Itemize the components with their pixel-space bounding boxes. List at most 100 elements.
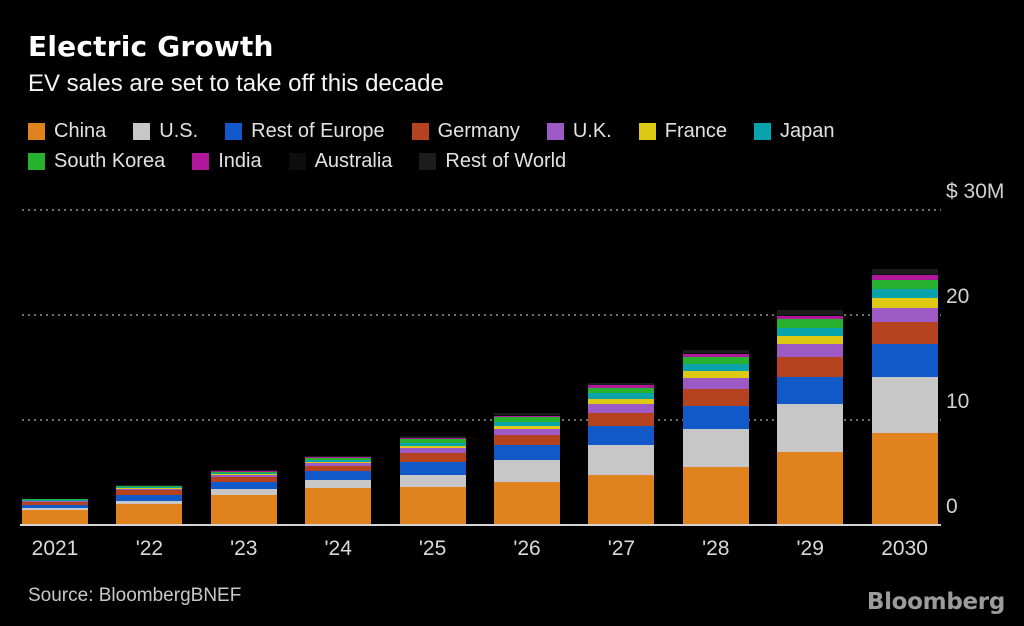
bar-segment-u-k bbox=[22, 501, 88, 503]
legend-item-china: China bbox=[28, 120, 106, 143]
bar-segment-india bbox=[305, 456, 372, 459]
bar-segment-u-s bbox=[210, 488, 277, 495]
legend-row-1: China U.S. Rest of Europe Germany U.K. France… bbox=[28, 120, 988, 143]
legend-item-australia: Australia bbox=[288, 150, 392, 173]
bar-27 bbox=[588, 382, 655, 525]
bar-segment-india bbox=[399, 437, 466, 440]
bar-segment-india bbox=[588, 385, 655, 389]
legend-item-india: India bbox=[192, 150, 262, 173]
legend-item-rest-of-europe: Rest of Europe bbox=[225, 120, 385, 143]
x-axis-label-23: '23 bbox=[230, 537, 258, 560]
bar-segment-australia bbox=[777, 314, 844, 316]
bar-segment-u-s bbox=[399, 474, 466, 488]
bar-segment-australia bbox=[871, 273, 938, 276]
bar-segment-germany bbox=[588, 412, 655, 427]
bar-segment-south-korea bbox=[588, 388, 655, 394]
bar-segment-china bbox=[871, 432, 938, 525]
bar-segment-india bbox=[494, 415, 560, 418]
legend-swatch-u-s bbox=[133, 123, 151, 140]
bar-segment-south-korea bbox=[22, 499, 88, 501]
legend-item-japan: Japan bbox=[754, 120, 835, 143]
legend-swatch-china bbox=[28, 123, 45, 140]
bar-segment-australia bbox=[494, 415, 560, 416]
bar-segment-japan bbox=[871, 289, 938, 299]
bar-segment-u-s bbox=[494, 459, 560, 482]
y-axis-label-30: $ 30M bbox=[946, 180, 1005, 203]
bar-segment-south-korea bbox=[210, 471, 277, 473]
bar-segment-germany bbox=[871, 322, 938, 345]
bar-segment-india bbox=[682, 353, 749, 358]
legend-swatch-rest-of-world bbox=[419, 153, 437, 170]
bar-segment-u-k bbox=[210, 475, 277, 477]
bar-segment-south-korea bbox=[494, 417, 560, 423]
bar-segment-australia bbox=[588, 384, 655, 386]
legend-swatch-australia bbox=[288, 153, 306, 170]
y-axis-label-20: 20 bbox=[946, 285, 970, 308]
bar-segment-rest-of-europe bbox=[777, 376, 844, 405]
y-axis-label-0: 0 bbox=[946, 495, 958, 518]
bar-24 bbox=[305, 455, 372, 525]
legend-label-japan: Japan bbox=[780, 120, 835, 142]
bar-segment-japan bbox=[116, 487, 183, 489]
bar-segment-south-korea bbox=[777, 319, 844, 328]
bar-29 bbox=[777, 310, 844, 525]
bar-segment-france bbox=[871, 298, 938, 308]
legend-swatch-south-korea bbox=[28, 153, 45, 170]
bar-segment-rest-of-world bbox=[777, 310, 844, 315]
y-axis-label-10: 10 bbox=[946, 390, 970, 413]
x-axis-label-2030: 2030 bbox=[881, 537, 928, 560]
bar-segment-france bbox=[22, 500, 88, 502]
bar-segment-u-s bbox=[22, 507, 88, 511]
bar-segment-rest-of-europe bbox=[399, 462, 466, 475]
bar-segment-france bbox=[399, 445, 466, 449]
bar-segment-u-s bbox=[116, 500, 183, 504]
bar-segment-india bbox=[116, 485, 183, 487]
bar-segment-u-s bbox=[682, 429, 749, 468]
bar-segment-france bbox=[116, 488, 183, 490]
bar-segment-france bbox=[588, 398, 655, 405]
bar-26 bbox=[494, 413, 560, 525]
bar-segment-rest-of-europe bbox=[116, 494, 183, 501]
bar-segment-china bbox=[682, 467, 749, 525]
bar-segment-u-s bbox=[777, 404, 844, 452]
bar-segment-u-k bbox=[871, 307, 938, 323]
bar-segment-india bbox=[871, 275, 938, 280]
bar-segment-rest-of-world bbox=[210, 470, 277, 471]
bar-segment-china bbox=[399, 487, 466, 525]
bar-segment-germany bbox=[494, 434, 560, 446]
bar-segment-rest-of-world bbox=[682, 349, 749, 354]
legend-label-rest-of-europe: Rest of Europe bbox=[251, 120, 385, 142]
bar-segment-u-k bbox=[588, 404, 655, 413]
bar-segment-south-korea bbox=[116, 486, 183, 488]
bar-segment-rest-of-world bbox=[871, 268, 938, 274]
bar-segment-u-k bbox=[305, 463, 372, 466]
bar-25 bbox=[399, 436, 466, 525]
bar-segment-rest-of-world bbox=[305, 455, 372, 457]
bar-segment-japan bbox=[588, 393, 655, 399]
bar-23 bbox=[210, 470, 277, 525]
x-axis-label-27: '27 bbox=[607, 537, 636, 560]
legend: China U.S. Rest of Europe Germany U.K. France… bbox=[28, 120, 988, 180]
chart-subtitle: EV sales are set to take off this decade bbox=[28, 70, 444, 97]
legend-swatch-france bbox=[638, 123, 656, 140]
bar-segment-france bbox=[682, 371, 749, 379]
bar-segment-rest-of-europe bbox=[871, 344, 938, 377]
legend-row-2: South Korea India Australia Rest of World bbox=[28, 150, 988, 173]
bar-segment-germany bbox=[399, 453, 466, 463]
bar-segment-japan bbox=[305, 460, 372, 462]
bar-segment-japan bbox=[682, 363, 749, 372]
legend-label-south-korea: South Korea bbox=[54, 150, 166, 172]
legend-item-u-k: U.K. bbox=[546, 120, 612, 143]
bar-segment-china bbox=[494, 481, 560, 525]
x-axis-label-24: '24 bbox=[324, 537, 352, 560]
bar-segment-u-k bbox=[682, 378, 749, 389]
bar-segment-rest-of-europe bbox=[210, 481, 277, 489]
bar-segment-china bbox=[588, 474, 655, 525]
legend-item-south-korea: South Korea bbox=[28, 150, 165, 173]
bar-segment-u-s bbox=[871, 376, 938, 433]
bar-segment-rest-of-europe bbox=[588, 426, 655, 446]
bar-segment-india bbox=[777, 315, 844, 320]
bar-segment-japan bbox=[777, 327, 844, 337]
bar-segment-japan bbox=[399, 442, 466, 446]
